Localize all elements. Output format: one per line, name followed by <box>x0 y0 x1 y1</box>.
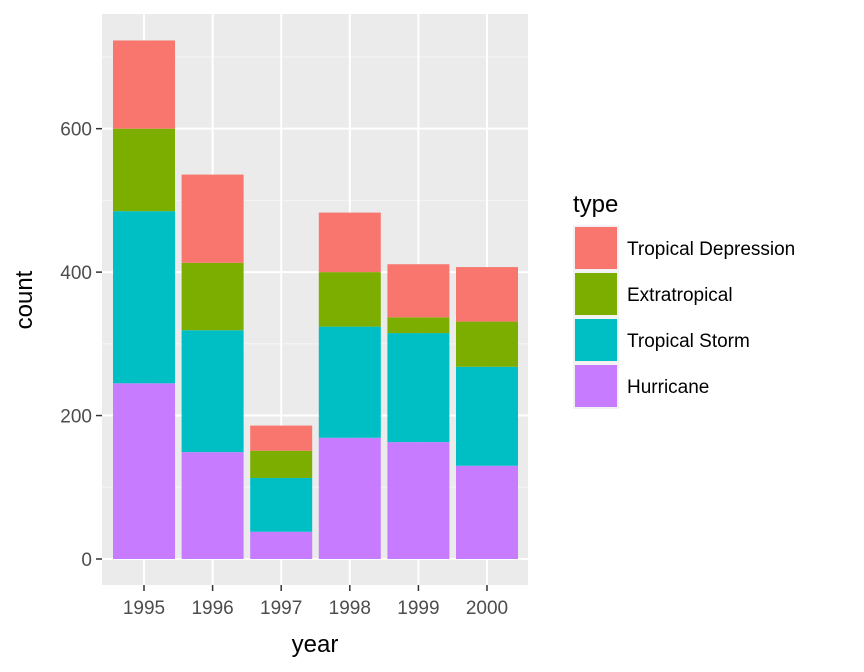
x-tick-label: 1996 <box>191 598 233 619</box>
x-axis: 1995 1996 1997 1998 1999 2000 <box>123 585 508 619</box>
bar-segment <box>250 450 313 478</box>
bar-segment <box>318 437 381 559</box>
bar-segment <box>456 465 518 559</box>
bar-segment <box>250 477 313 532</box>
bar-segment <box>318 272 381 327</box>
bar-segment <box>387 317 450 334</box>
bar-segment <box>113 128 175 212</box>
bar-segment <box>181 330 244 453</box>
legend: type Tropical Depression Extratropical Tro… <box>573 191 795 409</box>
legend-label: Hurricane <box>627 377 709 398</box>
legend-key <box>575 227 617 269</box>
bar-segment <box>181 452 244 559</box>
legend-key <box>575 365 617 407</box>
bar-segment <box>318 326 381 438</box>
y-tick-label: 400 <box>60 263 92 284</box>
bar-segment <box>387 333 450 443</box>
legend-label: Extratropical <box>627 285 733 306</box>
bar-segment <box>456 321 518 367</box>
legend-key <box>575 273 617 315</box>
bar-segment <box>387 264 450 318</box>
bar-segment <box>318 212 381 273</box>
x-tick-label: 1999 <box>397 598 439 619</box>
y-tick-label: 0 <box>81 550 92 571</box>
bar-segment <box>113 211 175 384</box>
y-tick-label: 600 <box>60 120 92 141</box>
x-tick-label: 1997 <box>260 598 302 619</box>
bar-segment <box>387 442 450 559</box>
legend-label: Tropical Depression <box>627 239 795 260</box>
x-tick-label: 2000 <box>466 598 508 619</box>
legend-title: type <box>573 191 618 218</box>
x-axis-title: year <box>292 631 339 658</box>
y-tick-label: 200 <box>60 407 92 428</box>
bar-segment <box>250 531 313 559</box>
bars <box>113 40 518 559</box>
bar-segment <box>456 267 518 322</box>
y-axis-title: count <box>11 270 38 329</box>
bar-segment <box>181 262 244 331</box>
legend-key <box>575 319 617 361</box>
legend-label: Tropical Storm <box>627 331 750 352</box>
x-tick-label: 1995 <box>123 598 165 619</box>
bar-segment <box>456 366 518 466</box>
y-axis: 0 200 400 600 <box>60 120 102 571</box>
bar-segment <box>250 425 313 451</box>
bar-segment <box>113 40 175 129</box>
bar-segment <box>181 174 244 263</box>
x-tick-label: 1998 <box>329 598 371 619</box>
bar-segment <box>113 383 175 559</box>
